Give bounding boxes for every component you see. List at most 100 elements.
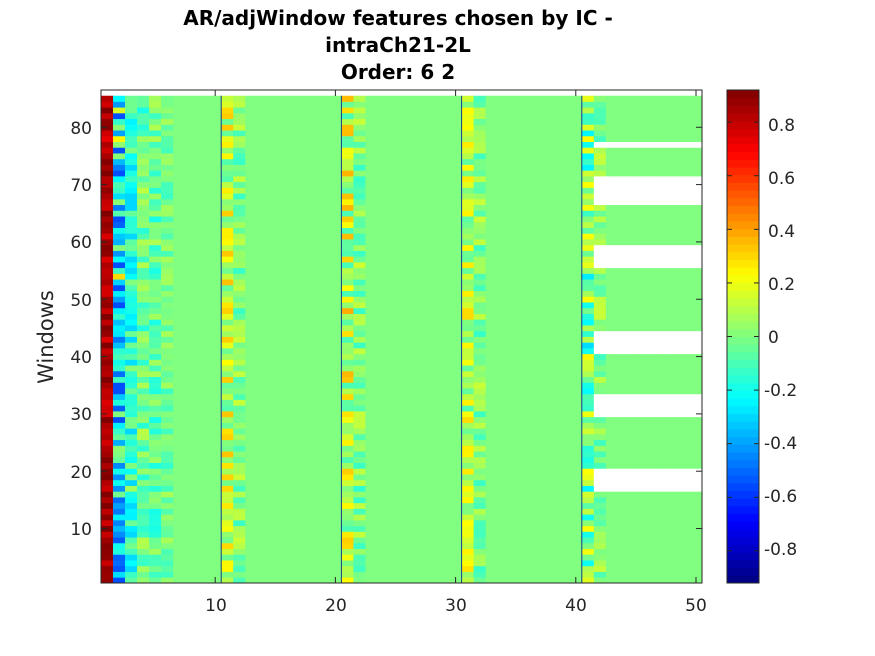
heatmap-cell (137, 433, 150, 441)
heatmap-cell (617, 153, 631, 160)
heatmap-cell (533, 210, 547, 217)
heatmap-cell (305, 560, 318, 567)
heatmap-cell (461, 347, 475, 355)
heatmap-cell (149, 302, 162, 309)
heatmap-cell (377, 296, 390, 303)
heatmap-cell (641, 347, 655, 355)
heatmap-cell (341, 537, 354, 544)
heatmap-cell (461, 365, 475, 372)
heatmap-cell (509, 135, 523, 142)
heatmap-cell (149, 181, 162, 188)
heatmap-cell (173, 313, 186, 320)
heatmap-cell (353, 170, 366, 177)
heatmap-cell (281, 537, 294, 544)
heatmap-cell (149, 353, 162, 360)
heatmap-cell (533, 158, 547, 165)
heatmap-cell (689, 107, 703, 114)
heatmap-cell (377, 554, 390, 561)
heatmap-cell (233, 95, 246, 102)
heatmap-cell (209, 485, 222, 492)
heatmap-cell (269, 107, 282, 114)
heatmap-cell (653, 456, 667, 464)
heatmap-cell (293, 325, 306, 332)
heatmap-cell (269, 198, 282, 206)
heatmap-cell (533, 130, 547, 137)
heatmap-cell (641, 399, 655, 406)
heatmap-cell (197, 416, 210, 423)
heatmap-cell (689, 491, 703, 498)
heatmap-cell (557, 273, 571, 280)
heatmap-cell (377, 433, 390, 441)
heatmap-cell (581, 519, 595, 527)
heatmap-cell (437, 514, 450, 521)
heatmap-cell (161, 118, 174, 125)
heatmap-cell (629, 221, 643, 228)
heatmap-cell (161, 347, 174, 355)
heatmap-cell (617, 502, 631, 509)
heatmap-cell (533, 267, 547, 274)
heatmap-cell (665, 399, 679, 406)
heatmap-cell (545, 456, 559, 464)
heatmap-cell (569, 502, 583, 509)
heatmap-cell (317, 239, 330, 246)
heatmap-cell (485, 537, 499, 544)
heatmap-cell (569, 170, 583, 177)
heatmap-cell (473, 382, 487, 389)
heatmap-cell (413, 261, 426, 269)
heatmap-cell (461, 433, 475, 441)
heatmap-cell (113, 514, 126, 521)
heatmap-cell (245, 273, 258, 280)
heatmap-cell (509, 158, 523, 165)
heatmap-cell (125, 112, 138, 120)
heatmap-cell (413, 565, 426, 572)
heatmap-cell (329, 525, 342, 532)
heatmap-cell (209, 519, 222, 527)
heatmap-cell (149, 284, 162, 292)
heatmap-cell (221, 571, 234, 578)
heatmap-cell (581, 319, 595, 326)
heatmap-cell (473, 187, 487, 194)
heatmap-cell (185, 198, 198, 206)
heatmap-cell (209, 468, 222, 475)
heatmap-cell (437, 221, 450, 228)
heatmap-cell (509, 388, 523, 395)
heatmap-cell (557, 514, 571, 521)
heatmap-cell (605, 210, 619, 217)
heatmap-cell (557, 95, 571, 102)
heatmap-cell (281, 451, 294, 458)
heatmap-cell (473, 135, 487, 142)
heatmap-cell (125, 359, 138, 366)
heatmap-cell (449, 548, 462, 555)
heatmap-cell (509, 118, 523, 125)
heatmap-cell (557, 204, 571, 211)
heatmap-cell (653, 393, 667, 400)
heatmap-cell (437, 370, 450, 378)
heatmap-cell (641, 376, 655, 383)
heatmap-cell (389, 204, 402, 211)
heatmap-cell (317, 112, 330, 120)
heatmap-cell (221, 181, 234, 188)
heatmap-cell (317, 359, 330, 366)
heatmap-cell (197, 370, 210, 378)
heatmap-cell (185, 210, 198, 217)
heatmap-cell (449, 130, 462, 137)
heatmap-cell (461, 330, 475, 337)
heatmap-cell (581, 342, 595, 349)
heatmap-cell (149, 313, 162, 320)
heatmap-cell (653, 439, 667, 446)
heatmap-cell (461, 411, 475, 418)
heatmap-cell (617, 330, 631, 337)
heatmap-cell (677, 537, 691, 544)
heatmap-cell (269, 439, 282, 446)
heatmap-cell (113, 565, 126, 572)
heatmap-cell (533, 273, 547, 280)
heatmap-cell (377, 439, 390, 446)
heatmap-cell (293, 267, 306, 274)
colorbar-tick-label: 0.8 (768, 116, 795, 136)
heatmap-cell (437, 433, 450, 441)
heatmap-cell (593, 577, 607, 584)
heatmap-cell (197, 497, 210, 504)
heatmap-cell (437, 130, 450, 137)
heatmap-cell (257, 577, 270, 584)
heatmap-cell (677, 112, 691, 120)
